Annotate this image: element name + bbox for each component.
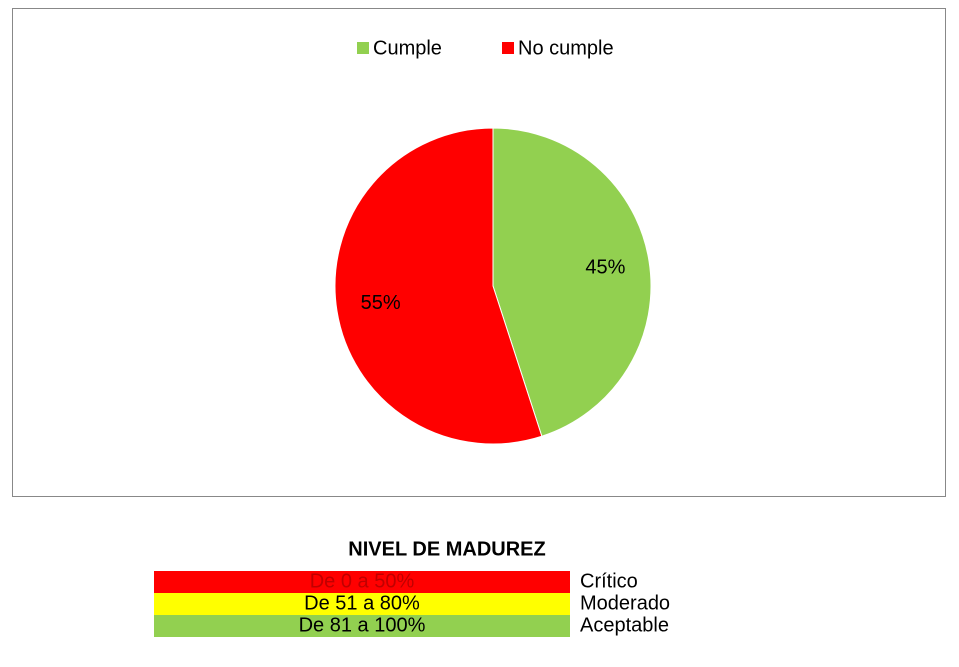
- level-range: De 81 a 100%: [299, 614, 426, 636]
- legend-swatch: [357, 42, 369, 54]
- pie-slice: [334, 127, 543, 445]
- legend-label: No cumple: [518, 37, 614, 59]
- pie-slice: [492, 127, 652, 437]
- level-name: Aceptable: [580, 614, 669, 636]
- level-band: [154, 593, 570, 615]
- level-range: De 0 a 50%: [310, 570, 415, 592]
- level-name: Crítico: [580, 570, 638, 592]
- level-name: Moderado: [580, 592, 670, 614]
- legend-label: Cumple: [373, 37, 442, 59]
- data-label: 55%: [361, 292, 401, 314]
- level-band: [154, 615, 570, 637]
- level-range: De 51 a 80%: [304, 592, 420, 614]
- table-title: NIVEL DE MADUREZ: [348, 538, 545, 560]
- level-band: [154, 571, 570, 593]
- legend-swatch: [502, 42, 514, 54]
- data-label: 45%: [585, 256, 625, 278]
